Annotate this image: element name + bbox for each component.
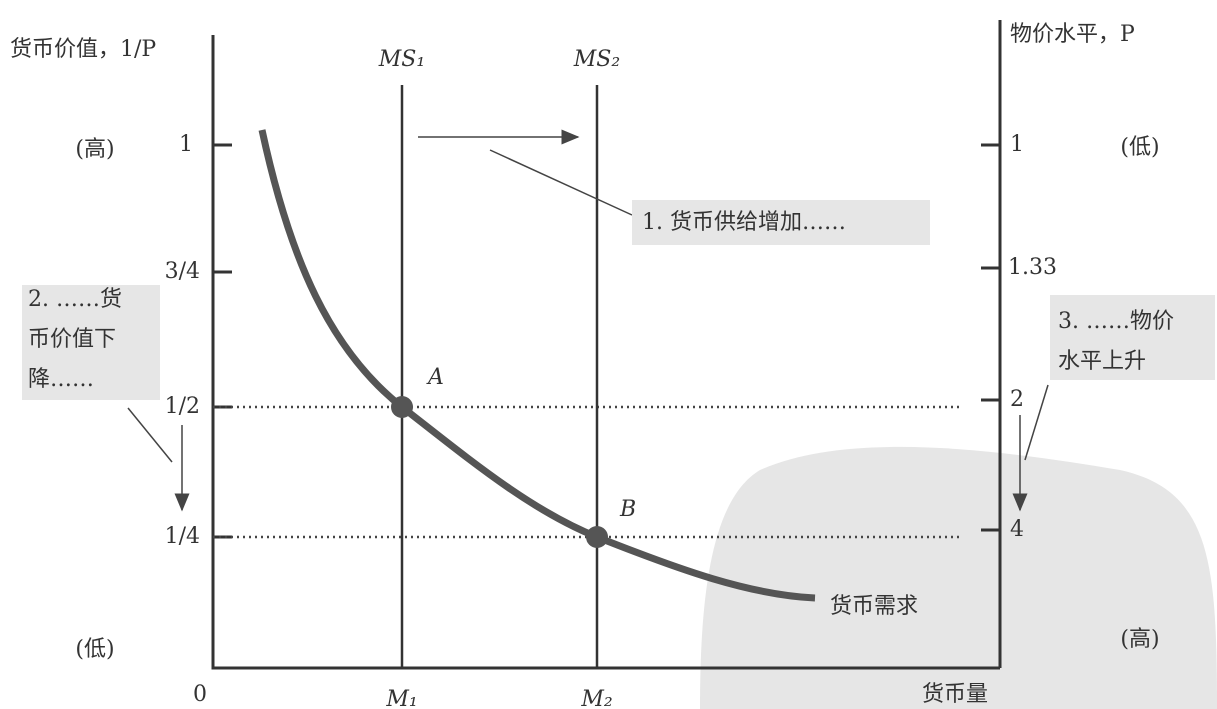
right-tick: 1: [1010, 132, 1024, 157]
quantity-label: M₁: [385, 687, 417, 709]
label: (低): [75, 637, 114, 662]
right-tick: 2: [1010, 387, 1024, 412]
left-axis-title: 货币价值，1/P: [10, 37, 156, 62]
supply-label: MS₁: [378, 47, 425, 72]
label: (低): [1120, 135, 1159, 160]
label: (高): [1120, 627, 1159, 652]
note-text: 降……: [28, 367, 94, 392]
point-b: [586, 526, 608, 548]
left-tick: 1/4: [165, 524, 200, 549]
quantity-label: M₂: [580, 687, 612, 709]
label: (高): [75, 137, 114, 162]
note-text: 币价值下: [28, 327, 116, 352]
watermark: [700, 446, 1217, 709]
leader: [489, 149, 633, 216]
note-text: 3. ……物价: [1058, 309, 1174, 334]
point-label: B: [619, 497, 636, 522]
left-tick: 1: [179, 132, 193, 157]
note-text: 2. ……货: [28, 287, 122, 312]
note-box: [22, 285, 160, 400]
leader: [127, 407, 173, 463]
demand-curve: [258, 129, 816, 602]
point-label: A: [426, 365, 444, 390]
note-text: 水平上升: [1058, 349, 1146, 374]
axes: [211, 20, 1002, 670]
leader: [1024, 384, 1049, 461]
note-box: [632, 200, 930, 245]
x-axis-title: 货币量: [922, 682, 988, 707]
left-tick: 3/4: [165, 259, 200, 284]
right-tick: 4: [1010, 517, 1024, 542]
note-text: 1. 货币供给增加……: [642, 210, 846, 235]
note-box: [1050, 295, 1215, 380]
supply-label: MS₂: [573, 47, 620, 72]
left-tick: 1/2: [165, 394, 200, 419]
demand-label: 货币需求: [830, 594, 918, 619]
right-axis-title: 物价水平，P: [1010, 22, 1135, 47]
point-a: [391, 396, 413, 418]
right-tick: 1.33: [1008, 255, 1057, 280]
origin: 0: [193, 682, 207, 707]
